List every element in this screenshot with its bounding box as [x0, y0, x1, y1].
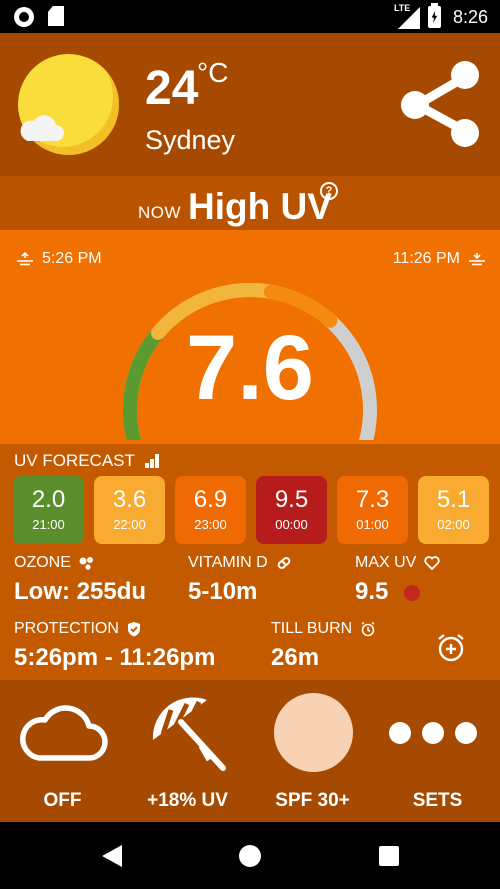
forecast-time: 00:00 [275, 517, 308, 532]
sunset-time: 11:26 PM [392, 250, 460, 267]
signal-icon: LTE [393, 3, 420, 29]
forecast-value: 2.0 [31, 486, 66, 513]
sd-card-icon [48, 6, 64, 26]
gauge-high-segment [263, 284, 338, 328]
protection-stat: PROTECTION 5:26pm - 11:26pm [14, 620, 216, 671]
forecast-tile[interactable]: 5.1 02:00 [418, 476, 489, 544]
protection-value: 5:26pm - 11:26pm [14, 644, 216, 671]
heart-icon [424, 556, 440, 570]
forecast-value: 9.5 [274, 486, 309, 513]
ozone-value: Low: 255du [14, 578, 147, 605]
skin-tone-circle [274, 693, 353, 772]
weather-header: 24 °C Sydney [0, 33, 500, 176]
gauge-low-segment [123, 325, 166, 440]
shield-check-icon [127, 622, 140, 637]
forecast-tile[interactable]: 3.6 22:00 [94, 476, 165, 544]
forecast-time: 02:00 [437, 517, 470, 532]
uv-level-text: High UV [188, 186, 332, 227]
shade-button[interactable]: +18% UV [125, 680, 250, 822]
max-uv-value: 9.5 [355, 578, 389, 605]
now-label: NOW [138, 203, 182, 222]
status-icons: LTE 8:26 [393, 3, 488, 30]
uv-gauge-panel: 5:26 PM 11:26 PM 7.6 [0, 230, 500, 444]
more-dots-icon [389, 722, 477, 744]
settings-label: SETS [412, 790, 463, 811]
vitamin-d-value: 5-10m [188, 578, 258, 605]
pill-icon [277, 557, 291, 569]
settings-button[interactable]: SETS [375, 680, 500, 822]
status-time: 8:26 [452, 6, 488, 27]
cloud-toggle-label: OFF [43, 790, 82, 811]
sunrise-info: 5:26 PM [16, 250, 102, 268]
forecast-value: 3.6 [112, 486, 147, 513]
spf-label: SPF 30+ [275, 790, 350, 811]
bar-chart-icon[interactable] [144, 454, 159, 468]
uv-gauge [123, 283, 377, 440]
cloud-toggle-button[interactable]: OFF [0, 680, 125, 822]
network-type: LTE [393, 3, 411, 13]
recent-apps-icon[interactable] [379, 846, 399, 866]
uv-forecast-panel: UV FORECAST 2.0 21:00 3.6 22:00 6.9 23:0… [0, 444, 500, 680]
ozone-molecule-icon [79, 557, 93, 570]
max-uv-indicator-dot [404, 584, 421, 601]
temperature-unit: °C [197, 57, 229, 88]
home-icon[interactable] [239, 845, 261, 867]
till-burn-value: 26m [271, 644, 320, 671]
forecast-tile[interactable]: 2.0 21:00 [13, 476, 84, 544]
max-uv-stat: MAX UV 9.5 [355, 554, 440, 606]
forecast-tiles: 2.0 21:00 3.6 22:00 6.9 23:00 9.5 00:00 … [13, 476, 489, 544]
till-burn-stat: TILL BURN 26m [271, 620, 376, 672]
forecast-tile[interactable]: 7.3 01:00 [337, 476, 408, 544]
forecast-value: 7.3 [355, 486, 390, 513]
bottom-actions: OFF +18% UV SPF 30+ SETS [0, 680, 500, 822]
forecast-value: 6.9 [193, 486, 228, 513]
forecast-tile[interactable]: 6.9 23:00 [175, 476, 246, 544]
forecast-time: 21:00 [32, 517, 65, 532]
back-icon[interactable] [102, 845, 122, 867]
clock-icon [361, 621, 375, 637]
share-icon[interactable] [397, 59, 485, 149]
help-icon[interactable]: ? [320, 182, 338, 200]
sunrise-time: 5:26 PM [42, 250, 102, 267]
umbrella-icon [152, 697, 226, 771]
temperature-value: 24 [145, 62, 199, 115]
forecast-tile[interactable]: 9.5 00:00 [256, 476, 327, 544]
cloud-icon [20, 705, 108, 761]
forecast-time: 01:00 [356, 517, 389, 532]
sunset-icon [469, 253, 485, 266]
gauge-moderate-segment [151, 283, 278, 340]
forecast-value: 5.1 [436, 486, 471, 513]
vitamin-d-stat: VITAMIN D 5-10m [188, 554, 292, 606]
status-bar: LTE 8:26 [0, 0, 500, 33]
battery-charging-icon [427, 3, 441, 28]
city-name[interactable]: Sydney [145, 125, 236, 155]
sunset-info: 11:26 PM [393, 250, 486, 268]
ozone-stat: OZONE Low: 255du [14, 554, 147, 605]
add-alarm-icon[interactable] [436, 633, 466, 663]
spf-button[interactable]: SPF 30+ [250, 680, 375, 822]
system-nav-bar [0, 822, 500, 889]
current-uv-bar: NOW High UV ? [0, 176, 500, 230]
cloud-icon [20, 115, 64, 141]
uv-index-value: 7.6 [186, 317, 314, 419]
forecast-title: UV FORECAST [14, 451, 159, 471]
notification-circle-icon [14, 7, 34, 27]
sunrise-icon [17, 252, 33, 266]
forecast-time: 22:00 [113, 517, 146, 532]
shade-label: +18% UV [147, 790, 228, 811]
forecast-time: 23:00 [194, 517, 227, 532]
